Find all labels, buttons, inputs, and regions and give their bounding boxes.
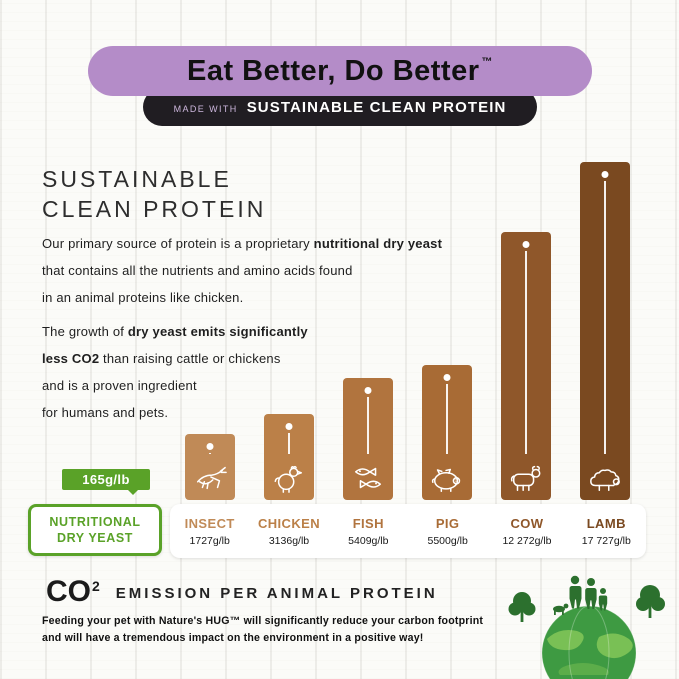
category-label: CHICKEN [257,515,320,531]
category-value: 5409g/lb [348,534,389,547]
bar-stem [604,181,606,454]
label-col-chicken: CHICKEN 3136g/lb [249,504,328,558]
label-col-fish: FISH 5409g/lb [329,504,408,558]
bar-insect [185,434,235,500]
category-label: INSECT [184,515,235,531]
bar-dot [601,171,609,178]
footer-heading-text: EMISSION PER ANIMAL PROTEIN [115,585,438,602]
cow-icon [510,465,541,492]
bar-dot [364,387,372,394]
pig-icon [431,468,461,492]
bar-stem [288,433,290,454]
yeast-label-box: NUTRITIONAL DRY YEAST [28,504,162,556]
yeast-label-line2: DRY YEAST [56,531,134,545]
category-value: 17 727g/lb [581,534,631,547]
bar-dot [522,241,530,248]
category-value: 3136g/lb [268,534,310,547]
category-value: 1727g/lb [189,534,230,547]
silhouettes [508,575,665,622]
bar-dot [285,423,293,430]
lamb-icon [590,469,620,492]
trademark-symbol: ™ [481,56,493,68]
label-col-cow: COW 12 272g/lb [487,504,566,558]
chart-label-strip: INSECT 1727g/lb CHICKEN 3136g/lb FISH 54… [170,504,646,558]
section-heading-line2: CLEAN PROTEIN [42,196,267,222]
co2-label: CO [46,575,91,608]
earth-family-illustration [508,575,665,679]
bar-pig [422,365,472,500]
insect-icon [196,466,227,490]
headline-banner: Eat Better, Do Better ™ [88,46,592,96]
bar-chicken [264,414,314,500]
category-label: LAMB [586,515,626,531]
footer-copy-line2: and will have a tremendous impact on the… [42,632,424,644]
label-col-pig: PIG 5500g/lb [408,504,487,558]
section-heading: SUSTAINABLE CLEAN PROTEIN [42,164,266,224]
chicken-icon [274,465,303,493]
category-label: FISH [352,515,384,531]
footer-copy: Feeding your pet with Nature's HUG™ will… [42,613,483,647]
bar-dot [206,443,214,450]
intro-paragraph-2: The growth of dry yeast emits significan… [42,324,308,420]
yeast-label-line1: NUTRITIONAL [49,515,141,529]
yeast-value-flag: 165g/lb [62,469,150,495]
bar-stem [209,453,211,454]
bar-fish [343,378,393,500]
bar-stem [446,384,448,454]
sub-banner-title: SUSTAINABLE CLEAN PROTEIN [246,98,507,116]
category-label: PIG [435,515,460,531]
bar-cow [501,232,551,500]
bar-stem [367,397,369,454]
footer-copy-line1: Feeding your pet with Nature's HUG™ will… [42,615,484,627]
footer-heading: CO 2 EMISSION PER ANIMAL PROTEIN [46,577,438,607]
label-col-insect: INSECT 1727g/lb [170,504,249,558]
bar-lamb [580,162,630,500]
banner-title: Eat Better, Do Better [186,54,480,87]
intro-paragraph-1: Our primary source of protein is a propr… [42,236,443,305]
fish-icon [354,467,382,489]
made-with-label: MADE WITH [173,103,238,114]
category-value: 5500g/lb [427,534,468,547]
category-label: COW [510,515,544,531]
bar-dot [443,374,451,381]
co2-superscript: 2 [92,578,100,594]
label-col-lamb: LAMB 17 727g/lb [567,504,646,558]
bar-stem [525,251,527,454]
category-value: 12 272g/lb [502,534,552,547]
section-heading-line1: SUSTAINABLE [42,166,232,192]
